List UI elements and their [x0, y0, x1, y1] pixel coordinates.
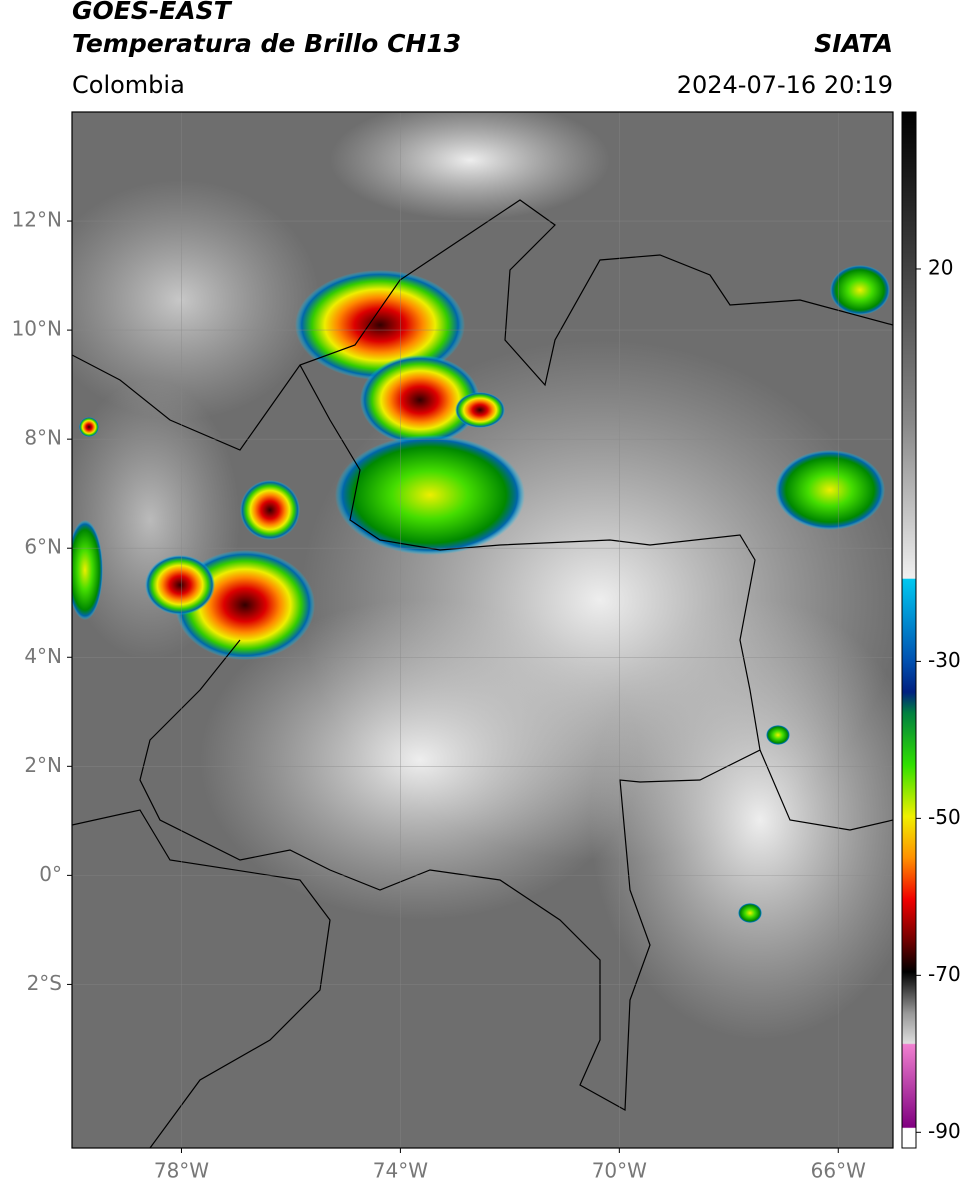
y-tick-label: 0°	[39, 862, 62, 886]
grid	[72, 112, 893, 1148]
x-tick-label: 66°W	[811, 1159, 866, 1183]
colorbar-tick-label: -90	[928, 1119, 961, 1143]
subtitle: Temperatura de Brillo CH13	[72, 29, 461, 58]
x-tick-label: 74°W	[373, 1159, 428, 1183]
y-tick-label: 2°N	[24, 753, 62, 777]
y-tick-label: 4°N	[24, 644, 62, 668]
y-tick-label: 6°N	[24, 535, 62, 559]
source: SIATA	[814, 29, 893, 58]
map-image	[72, 112, 893, 1148]
x-tick-label: 70°W	[592, 1159, 647, 1183]
x-tick-label: 78°W	[154, 1159, 209, 1183]
colorbar	[901, 111, 917, 1149]
colorbar-tick-label: -50	[928, 805, 961, 829]
region: Colombia	[72, 71, 185, 99]
colorbar-tick-label: 20	[928, 255, 953, 279]
y-tick-label: 2°S	[27, 971, 62, 995]
title: GOES-EAST	[72, 0, 233, 25]
colorbar-tick-label: -70	[928, 962, 961, 986]
y-tick-label: 10°N	[12, 317, 62, 341]
y-tick-label: 8°N	[24, 426, 62, 450]
map-frame	[71, 111, 894, 1149]
y-tick-label: 12°N	[12, 208, 62, 232]
colorbar-tick-label: -30	[928, 648, 961, 672]
datetime: 2024-07-16 20:19	[677, 71, 893, 99]
